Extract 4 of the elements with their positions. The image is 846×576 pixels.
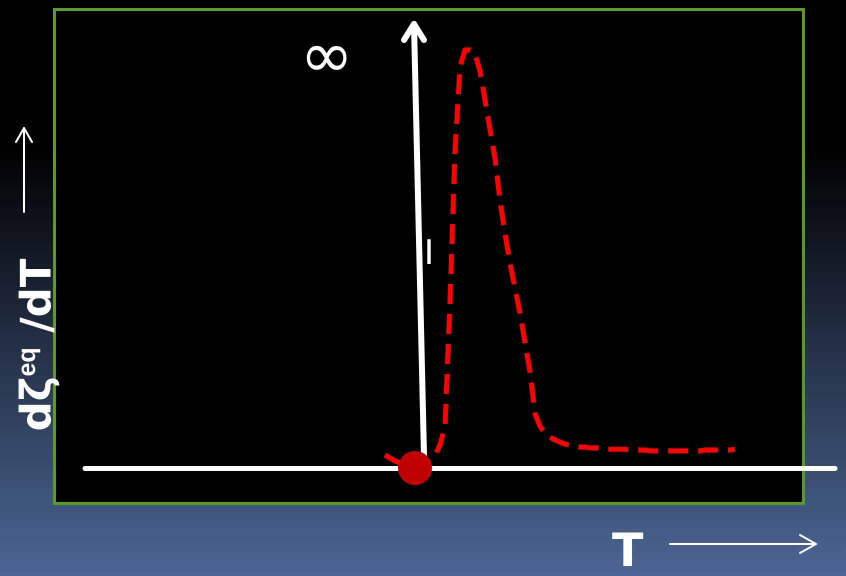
y-axis-title: dζeq /dT bbox=[12, 258, 60, 432]
annotation: ∞ bbox=[300, 19, 354, 93]
annotation: I bbox=[424, 233, 434, 273]
x-axis-title: T bbox=[612, 523, 644, 576]
